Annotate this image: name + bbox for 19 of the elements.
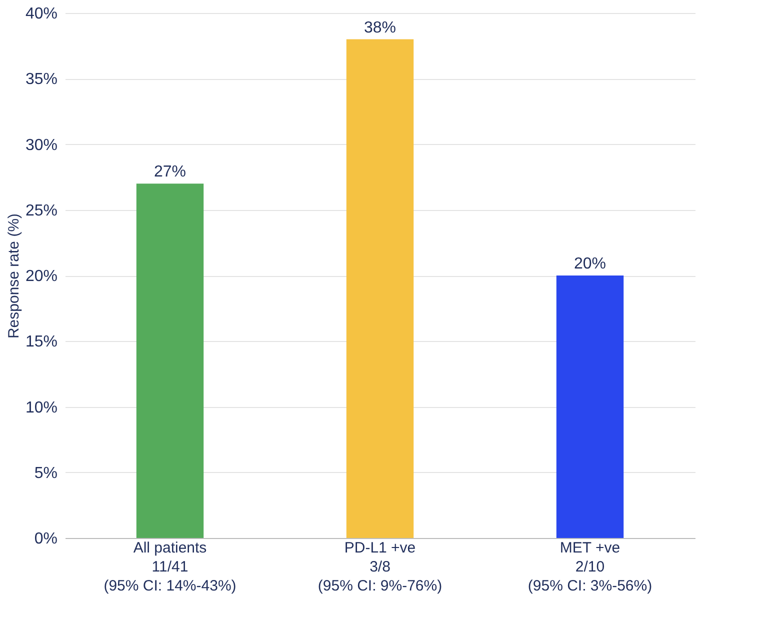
y-tick-label: 10%	[25, 399, 58, 416]
y-tick-label: 30%	[25, 136, 58, 154]
x-tick-label: PD-L1 +ve 3/8 (95% CI: 9%-76%)	[318, 540, 442, 594]
y-tick-label: 25%	[25, 202, 58, 220]
x-tick-label: All patients 11/41 (95% CI: 14%-43%)	[104, 540, 236, 594]
y-tick-label: 20%	[25, 268, 58, 285]
y-tick-label: 40%	[25, 6, 58, 22]
y-tick-label: 0%	[34, 530, 58, 548]
x-tick-label: MET +ve 2/10 (95% CI: 3%-56%)	[528, 540, 652, 594]
bar	[556, 276, 624, 538]
y-tick-label: 15%	[25, 334, 58, 351]
data-label: 27%	[154, 164, 186, 181]
y-axis-title: Response rate (%)	[5, 213, 22, 339]
y-tick-label: 35%	[25, 71, 58, 88]
data-label: 38%	[364, 19, 396, 36]
bar	[136, 184, 204, 538]
y-tick-label: 5%	[34, 464, 58, 482]
data-label: 20%	[574, 256, 606, 272]
bar	[346, 39, 414, 538]
